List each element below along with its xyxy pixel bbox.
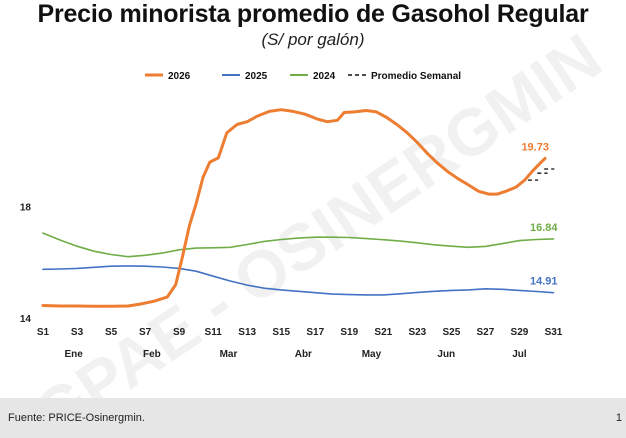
legend-label-2024: 2024 [313, 71, 336, 82]
footer: Fuente: PRICE-Osinergmin. 1 [0, 398, 626, 438]
x-tick-label-s25: S25 [442, 327, 460, 338]
chart-title: Precio minorista promedio de Gasohol Reg… [37, 0, 589, 28]
x-tick-label-s15: S15 [272, 327, 290, 338]
x-tick-label-s13: S13 [238, 327, 256, 338]
series-line-2026 [41, 108, 547, 308]
series-line-2024 [42, 232, 555, 258]
legend-label-2026: 2026 [168, 71, 191, 82]
x-tick-label-s23: S23 [408, 327, 426, 338]
legend-label-2025: 2025 [245, 71, 268, 82]
month-label-jun: Jun [437, 349, 455, 360]
end-label-2024: 16.84 [530, 222, 558, 234]
month-label-may: May [362, 349, 382, 360]
y-tick-label-14: 14 [20, 314, 32, 325]
month-label-abr: Abr [295, 349, 312, 360]
chart-legend: 2026 2025 2024 Promedio Semanal [145, 71, 461, 82]
x-tick-label-s5: S5 [105, 327, 118, 338]
end-label-2025: 14.91 [530, 276, 558, 288]
x-tick-label-s29: S29 [511, 327, 529, 338]
month-label-mar: Mar [220, 349, 238, 360]
month-label-ene: Ene [64, 349, 83, 360]
x-tick-label-s27: S27 [477, 327, 495, 338]
month-label-feb: Feb [143, 349, 161, 360]
x-tick-label-s31: S31 [545, 327, 563, 338]
month-label-jul: Jul [512, 349, 527, 360]
x-tick-label-s9: S9 [173, 327, 186, 338]
x-tick-label-s7: S7 [139, 327, 152, 338]
x-tick-label-s3: S3 [71, 327, 84, 338]
line-chart: GPAE - OSINERGMIN 2026 2025 2024 Promedio S… [20, 19, 614, 398]
end-label-2026: 19.73 [521, 141, 549, 153]
x-tick-label-s1: S1 [37, 327, 50, 338]
x-tick-label-s19: S19 [340, 327, 358, 338]
chart-subtitle: (S/ por galón) [261, 30, 365, 49]
end-labels: 16.84 14.91 19.73 [521, 141, 558, 287]
axes: 14 18 S1 S3 S5 S7 S9 S11 S13 S15 S17 S19 S21 S23 S25 S2… [20, 203, 563, 360]
y-tick-label-18: 18 [20, 203, 32, 214]
x-tick-label-s17: S17 [306, 327, 324, 338]
corner-mark: 1 [615, 412, 622, 424]
series-lines [41, 108, 555, 308]
x-tick-label-s11: S11 [205, 327, 223, 338]
legend-label-promedio-semanal: Promedio Semanal [371, 71, 461, 82]
series-line-2025 [42, 265, 555, 296]
x-tick-label-s21: S21 [374, 327, 392, 338]
source-note: Fuente: PRICE-Osinergmin. [8, 412, 145, 424]
